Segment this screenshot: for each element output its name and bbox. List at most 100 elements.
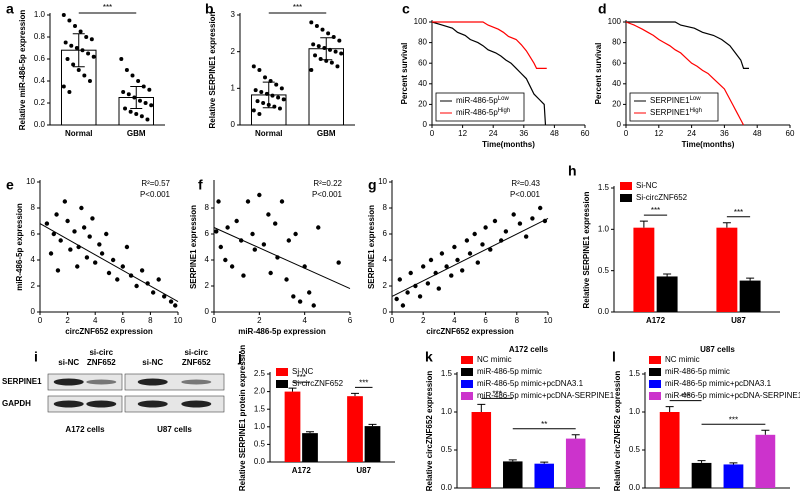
y-tick-label: 0.6	[34, 54, 46, 63]
data-point	[132, 95, 137, 100]
protein-label: SERPINE1	[2, 377, 42, 386]
y-tick-label: 0.0	[441, 483, 453, 492]
x-tick-label: 36	[519, 129, 528, 138]
data-point	[314, 24, 319, 28]
data-point	[336, 260, 341, 265]
x-tick-label: U87	[731, 316, 746, 325]
data-point	[475, 260, 480, 265]
data-point	[417, 294, 423, 299]
data-point	[93, 260, 98, 265]
data-point	[259, 90, 264, 94]
y-axis-label: Relative miR-486-5p expression	[18, 10, 27, 131]
x-tick-label: 8	[148, 316, 153, 325]
data-point	[54, 212, 59, 217]
y-tick-label: 4	[205, 255, 210, 264]
lane-label: ZNF652	[182, 358, 211, 367]
data-point	[80, 48, 85, 53]
x-axis-label: circZNF652 expression	[426, 327, 514, 336]
data-point	[61, 13, 66, 17]
lane-label: si-NC	[142, 358, 163, 367]
x-tick-label: 60	[581, 129, 590, 138]
data-point	[421, 264, 426, 269]
data-point	[511, 212, 516, 217]
y-tick-label: 0	[423, 120, 428, 129]
data-point	[449, 273, 454, 278]
y-tick-label: 1.5	[254, 404, 266, 413]
panel-letter: l	[612, 349, 616, 365]
x-tick-label: 0	[38, 316, 43, 325]
survival-curve	[431, 21, 547, 126]
legend-label: miR-486-5p mimic+pcDNA3.1	[665, 379, 772, 388]
data-point	[130, 73, 135, 78]
data-point	[72, 229, 77, 234]
annotation: P<0.001	[510, 190, 541, 199]
x-axis-label: Time(months)	[682, 140, 735, 149]
data-point	[436, 286, 441, 291]
data-point	[62, 199, 68, 204]
x-tick-label: 0	[430, 129, 435, 138]
y-tick-label: 100	[608, 17, 622, 26]
y-tick-label: 0.5	[441, 445, 453, 454]
y-axis-label: Percent survival	[594, 43, 603, 105]
blot-strip	[47, 373, 123, 391]
data-point	[339, 51, 344, 56]
legend-swatch	[461, 368, 473, 376]
error-bar	[540, 461, 549, 464]
cell-line-label: U87 cells	[157, 425, 192, 434]
data-point	[126, 92, 131, 97]
legend-label: miR-486-5p mimic	[477, 367, 542, 376]
data-point	[263, 75, 268, 80]
y-tick-label: 80	[418, 38, 427, 47]
data-point	[268, 270, 273, 276]
data-point	[245, 199, 251, 204]
error-bar	[130, 86, 143, 109]
data-point	[538, 205, 543, 211]
data-point	[337, 38, 342, 43]
y-tick-label: 2	[31, 281, 36, 290]
x-tick-label: 6	[121, 316, 126, 325]
protein-label: GAPDH	[2, 399, 31, 408]
data-point	[134, 283, 139, 289]
y-tick-label: 0.0	[34, 120, 46, 129]
legend-label: NC mimic	[477, 355, 512, 364]
bar	[716, 227, 738, 312]
error-bar	[639, 220, 648, 228]
blot-band	[137, 378, 168, 386]
data-point	[326, 31, 331, 36]
legend-swatch	[276, 380, 288, 388]
data-point	[89, 37, 94, 42]
blot-band	[86, 379, 117, 385]
y-axis-label: Relative SERPINE1 expression	[208, 11, 217, 128]
y-tick-label: 0	[231, 120, 236, 129]
error-bar	[320, 37, 333, 61]
data-point	[331, 35, 336, 39]
x-tick-label: 24	[489, 129, 498, 138]
data-point	[483, 225, 488, 230]
x-tick-label: 10	[174, 316, 183, 325]
data-point	[277, 106, 282, 111]
data-point	[464, 238, 470, 243]
x-tick-label: GBM	[127, 129, 146, 138]
x-tick-label: 2	[65, 316, 70, 325]
data-point	[223, 257, 228, 263]
data-point	[79, 205, 84, 211]
legend-label: Si-NC	[292, 367, 314, 376]
data-point	[309, 68, 314, 72]
data-point	[279, 86, 284, 91]
x-tick-label: 0	[390, 316, 395, 325]
x-axis-label: circZNF652 expression	[65, 327, 153, 336]
panel-letter: d	[598, 1, 607, 17]
error-bar	[746, 277, 755, 281]
data-point	[168, 299, 174, 304]
data-point	[273, 221, 278, 226]
data-point	[75, 264, 80, 269]
data-point	[394, 296, 399, 302]
y-tick-label: 0	[383, 307, 388, 316]
survival-curve	[626, 21, 749, 69]
significance-label: ***	[293, 3, 302, 12]
data-point	[106, 270, 112, 276]
legend-superscript: Low	[690, 96, 702, 102]
bar	[503, 461, 523, 488]
x-tick-label: 6	[348, 316, 353, 325]
y-tick-label: 6	[205, 229, 210, 238]
